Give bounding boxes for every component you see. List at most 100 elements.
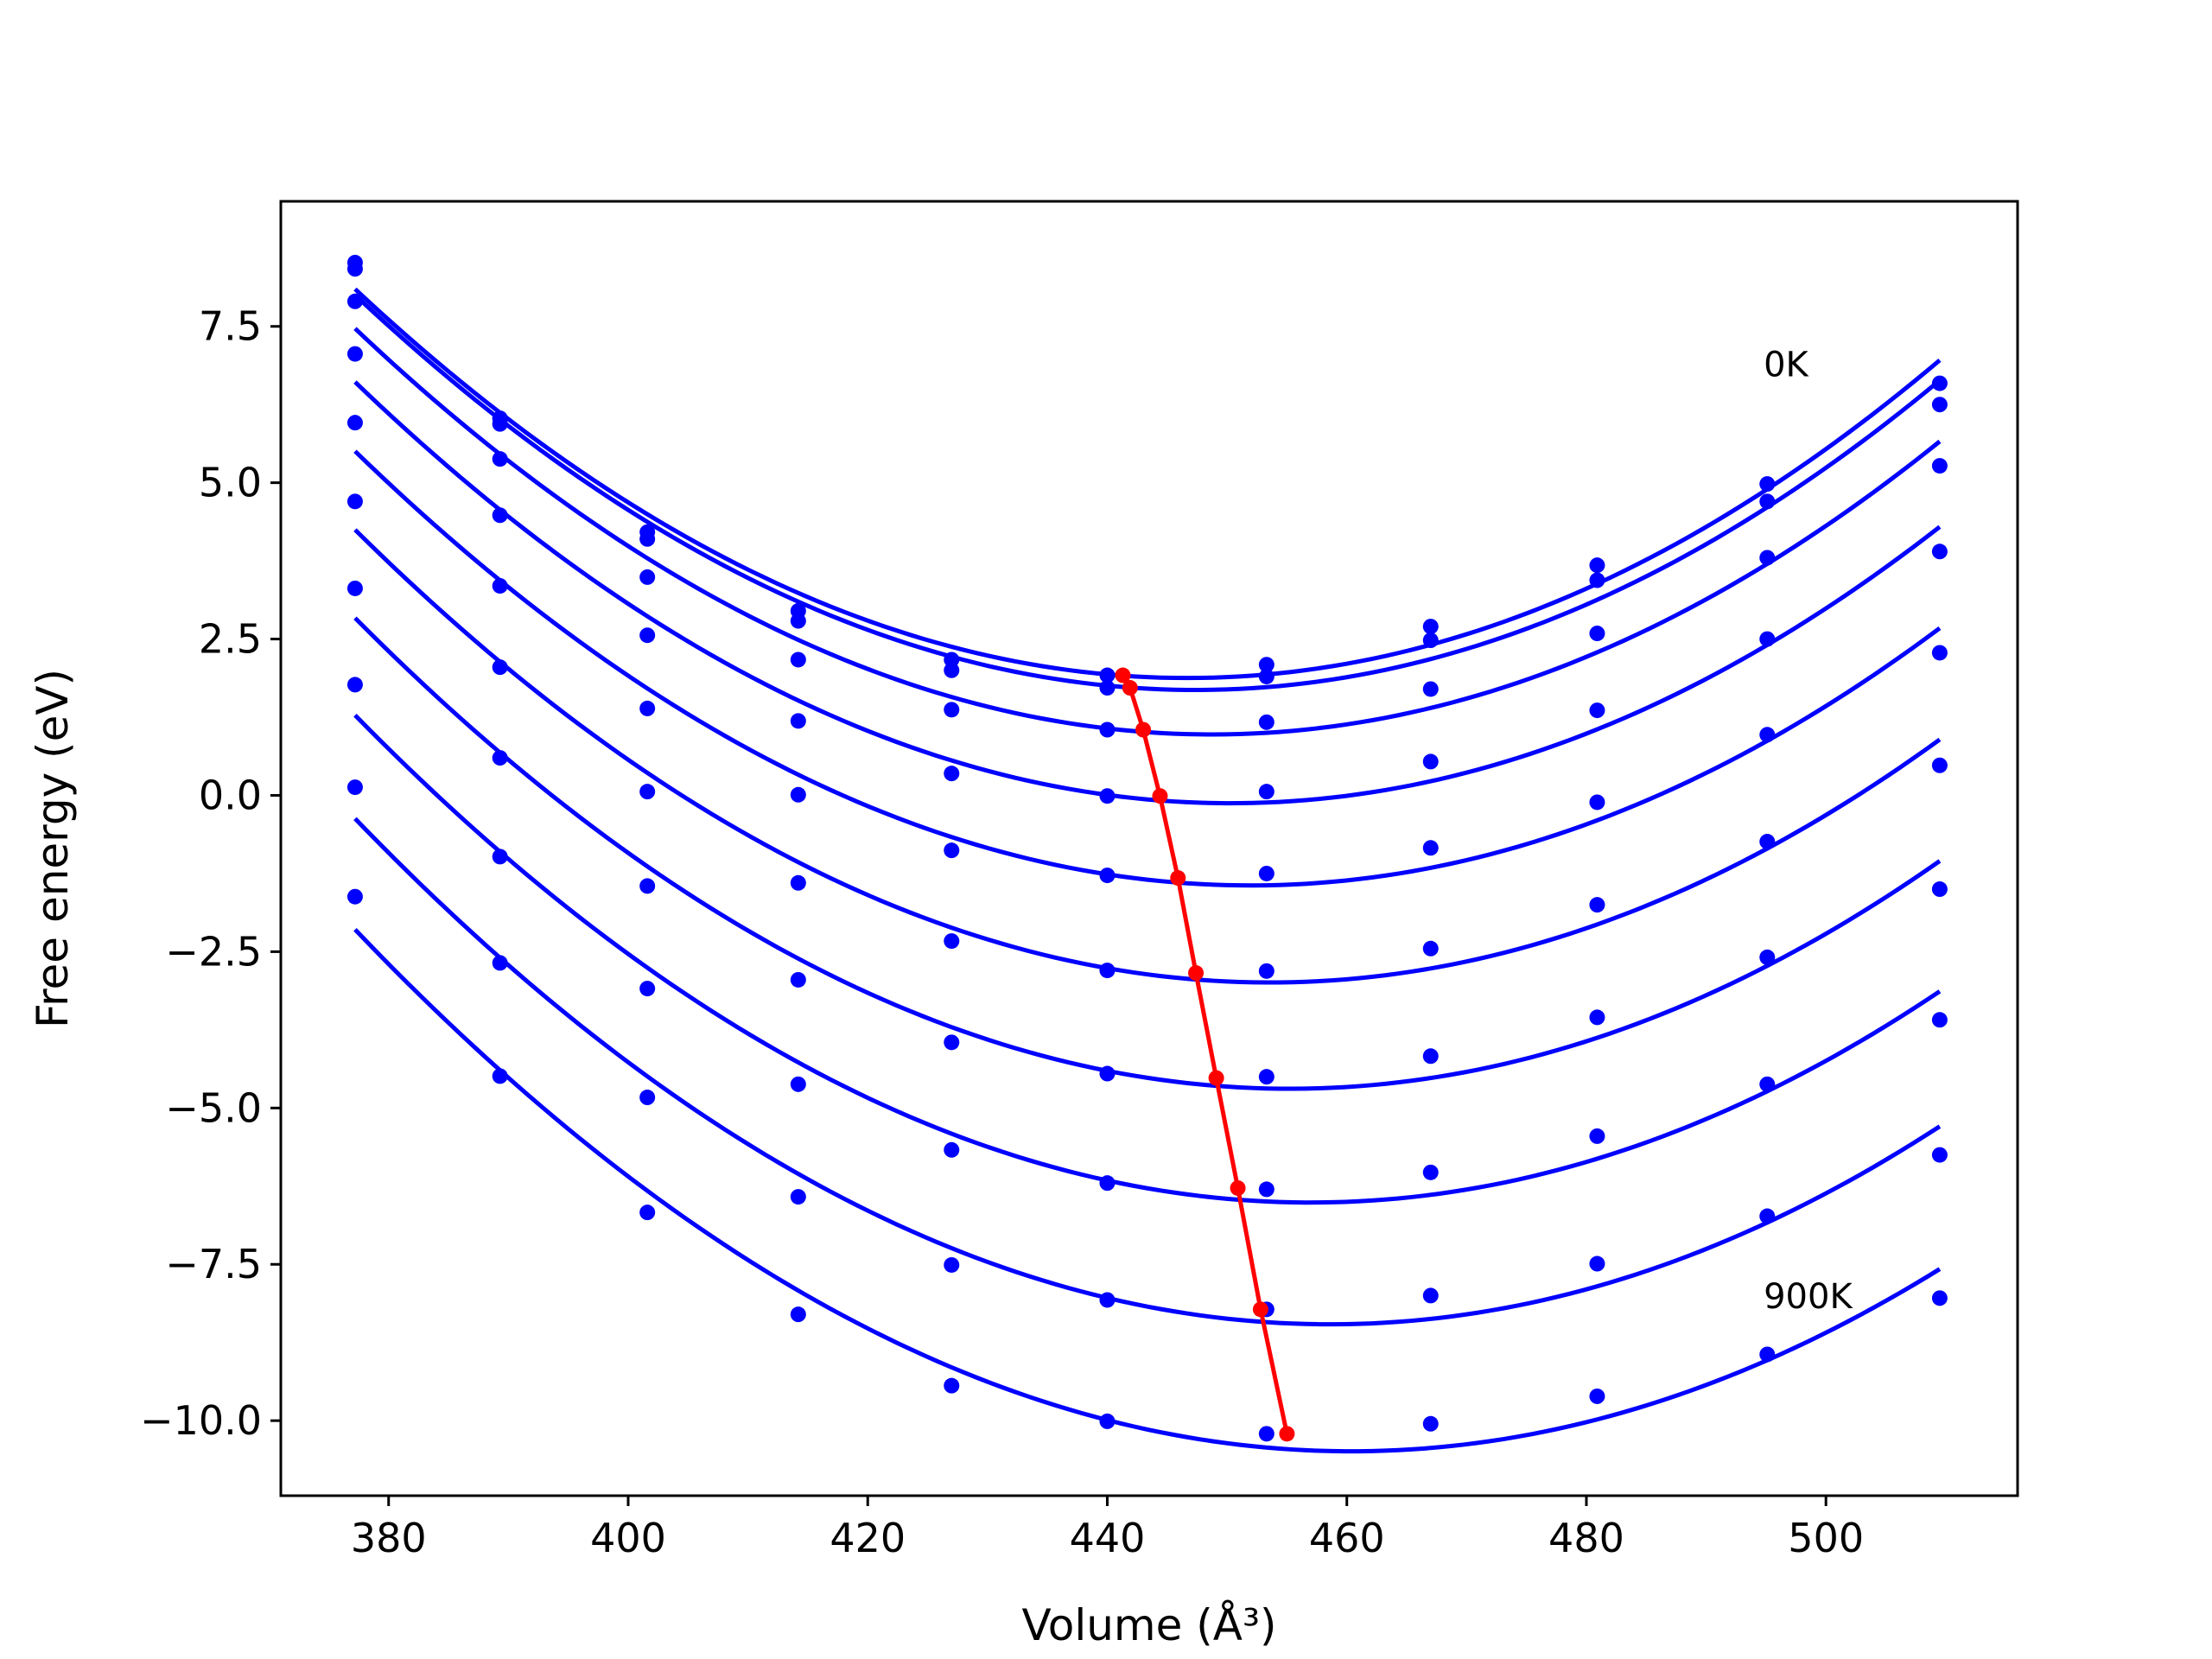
series-2-point bbox=[1258, 714, 1274, 730]
series-5-point bbox=[492, 659, 508, 676]
annotation-label: 0K bbox=[1764, 346, 1809, 385]
series-1-point bbox=[1589, 572, 1605, 588]
minima-point bbox=[1279, 1426, 1295, 1442]
series-curve-7 bbox=[353, 713, 1942, 1205]
series-7-point bbox=[1258, 1181, 1274, 1198]
series-2-point bbox=[639, 569, 656, 585]
series-9-point bbox=[944, 1377, 960, 1394]
y-tick-label: −5.0 bbox=[165, 1084, 262, 1131]
series-9-point bbox=[492, 1068, 508, 1084]
series-1-point bbox=[1931, 397, 1948, 413]
series-3-point bbox=[1099, 788, 1116, 804]
series-3-point bbox=[1258, 784, 1274, 800]
series-3-point bbox=[346, 346, 363, 362]
series-2-point bbox=[1589, 626, 1605, 642]
x-axis-label: Volume (Å³) bbox=[1021, 1600, 1276, 1650]
series-3-point bbox=[1422, 753, 1439, 770]
annotation-label: 900K bbox=[1764, 1277, 1853, 1317]
series-0-point bbox=[1931, 375, 1948, 391]
series-0-point bbox=[1258, 657, 1274, 673]
minima-point bbox=[1170, 870, 1186, 887]
series-2-point bbox=[346, 293, 363, 309]
series-6-point bbox=[1589, 1009, 1605, 1026]
x-tick-label: 480 bbox=[1548, 1515, 1624, 1561]
series-8-point bbox=[1759, 1208, 1776, 1224]
x-tick-label: 420 bbox=[830, 1515, 906, 1561]
series-3-point bbox=[639, 627, 656, 644]
series-9-point bbox=[1099, 1413, 1116, 1429]
series-0-point bbox=[1422, 619, 1439, 635]
series-3-point bbox=[1589, 702, 1605, 719]
series-4-point bbox=[639, 700, 656, 716]
series-3-point bbox=[1931, 543, 1948, 560]
series-8-point bbox=[1422, 1287, 1439, 1304]
series-5-point bbox=[790, 874, 806, 891]
series-1-point bbox=[1099, 680, 1116, 696]
series-9-point bbox=[790, 1306, 806, 1323]
series-6-point bbox=[1258, 1069, 1274, 1085]
series-curve-3 bbox=[353, 380, 1942, 806]
minima-point bbox=[1230, 1179, 1246, 1196]
series-1-point bbox=[346, 261, 363, 277]
series-6-point bbox=[1099, 1065, 1116, 1082]
series-5-point bbox=[1258, 963, 1274, 979]
series-1-point bbox=[1422, 632, 1439, 649]
axis-ticks: 380 400 420 440 460 480 500 7.5 5.0 2.5 0.0 −2.5 −5.… bbox=[140, 303, 1864, 1561]
series-2-point bbox=[1759, 550, 1776, 566]
series-8-point bbox=[790, 1189, 806, 1205]
y-tick-label: 0.0 bbox=[199, 772, 262, 818]
minima-point bbox=[1152, 788, 1168, 804]
series-4-point bbox=[492, 578, 508, 594]
series-5-point bbox=[1589, 897, 1605, 913]
y-tick-label: −7.5 bbox=[165, 1241, 262, 1287]
series-3-point bbox=[1759, 631, 1776, 647]
series-7-point bbox=[1931, 1012, 1948, 1028]
x-tick-label: 500 bbox=[1788, 1515, 1864, 1561]
series-8-point bbox=[346, 779, 363, 796]
series-0-point bbox=[944, 652, 960, 668]
series-9-point bbox=[1759, 1346, 1776, 1363]
series-4-point bbox=[790, 786, 806, 803]
series-2-point bbox=[944, 702, 960, 718]
series-curve-8 bbox=[353, 817, 1942, 1327]
x-tick-label: 460 bbox=[1309, 1515, 1385, 1561]
series-0-point bbox=[1759, 476, 1776, 493]
series-5-point bbox=[1759, 834, 1776, 850]
series-8-point bbox=[639, 1090, 656, 1106]
series-3-point bbox=[790, 713, 806, 729]
series-9-point bbox=[1589, 1388, 1605, 1404]
axes-frame bbox=[279, 200, 2019, 1497]
series-3-point bbox=[944, 766, 960, 782]
series-8-point bbox=[944, 1256, 960, 1273]
series-6-point bbox=[639, 878, 656, 894]
series-7-point bbox=[1759, 1076, 1776, 1092]
series-7-point bbox=[944, 1141, 960, 1158]
series-8-point bbox=[492, 955, 508, 971]
series-4-point bbox=[1589, 794, 1605, 810]
series-4-point bbox=[944, 842, 960, 859]
x-tick-label: 440 bbox=[1070, 1515, 1146, 1561]
y-tick-label: 2.5 bbox=[199, 616, 262, 663]
series-2-point bbox=[790, 652, 806, 668]
series-1-point bbox=[944, 662, 960, 678]
series-1-point bbox=[1258, 668, 1274, 684]
series-6-point bbox=[346, 580, 363, 596]
x-tick-label: 400 bbox=[590, 1515, 666, 1561]
series-6-point bbox=[944, 1034, 960, 1051]
series-7-point bbox=[492, 849, 508, 865]
series-curve-5 bbox=[353, 528, 1942, 985]
series-curve-6 bbox=[353, 616, 1942, 1091]
y-tick-label: −2.5 bbox=[165, 928, 262, 975]
minima-point bbox=[1135, 721, 1152, 738]
series-9-point bbox=[1422, 1415, 1439, 1432]
series-6-point bbox=[1759, 949, 1776, 965]
series-5-point bbox=[1422, 940, 1439, 957]
minima-point bbox=[1208, 1070, 1224, 1086]
minima-point bbox=[1115, 667, 1131, 683]
series-0-point bbox=[1589, 557, 1605, 574]
x-tick-label: 380 bbox=[351, 1515, 427, 1561]
series-4-point bbox=[1258, 865, 1274, 881]
minima-line bbox=[1121, 674, 1289, 1434]
series-4-point bbox=[346, 415, 363, 431]
